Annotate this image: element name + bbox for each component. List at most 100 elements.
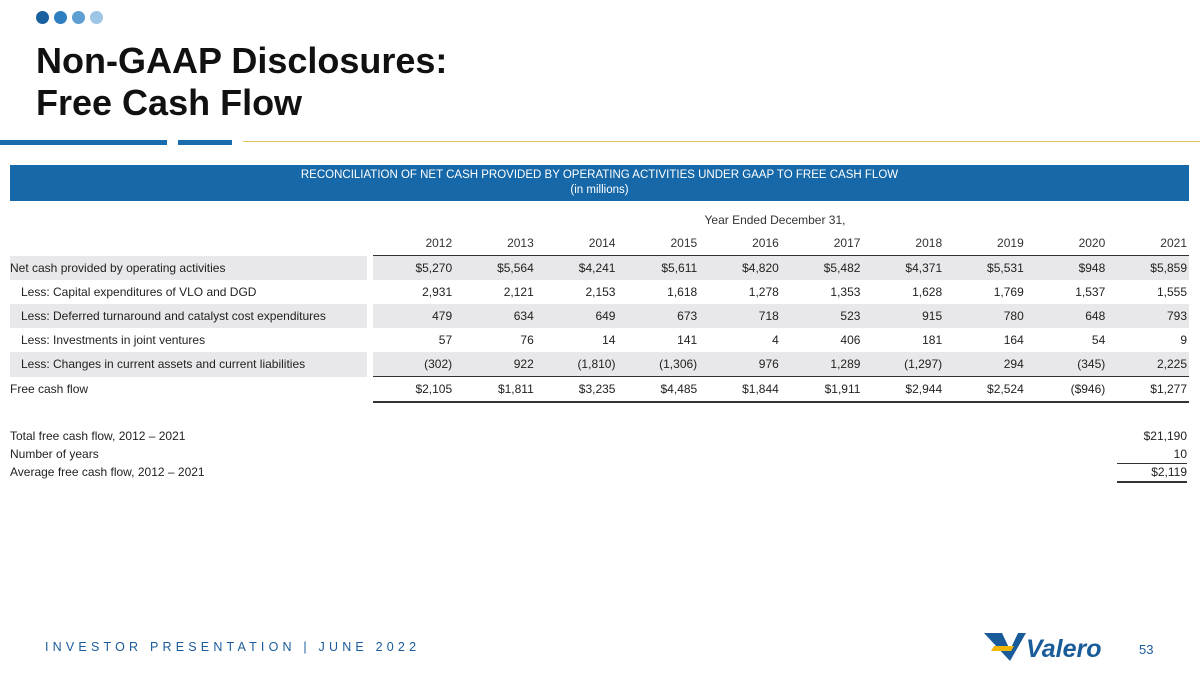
year-group-header: Year Ended December 31, <box>704 213 846 227</box>
cell-value: 718 <box>699 304 781 328</box>
year-header: 2012 <box>372 231 455 256</box>
cell-value: 14 <box>602 333 616 347</box>
cell-value: $2,524 <box>944 376 1026 403</box>
dot-2 <box>54 11 67 24</box>
cell-value: 2,225 <box>1107 352 1189 377</box>
cell-value: 2,153 <box>585 285 616 299</box>
title-line-1: Non-GAAP Disclosures: <box>36 40 448 81</box>
title-rule-blue <box>0 140 167 145</box>
cell-value: $948 <box>1025 255 1108 280</box>
year-header: 2019 <box>944 231 1026 256</box>
cell-value: $5,859 <box>1107 255 1189 280</box>
row-label: Less: Deferred turnaround and catalyst c… <box>10 304 367 328</box>
summary-value: $21,190 <box>1143 429 1187 443</box>
cell-value: 648 <box>1025 304 1108 328</box>
cell-value: $4,820 <box>699 255 781 280</box>
cell-value: 780 <box>944 304 1026 328</box>
cell-value: $2,944 <box>862 376 945 403</box>
cell-value: 1,618 <box>667 285 698 299</box>
cell-value: $1,844 <box>699 376 781 403</box>
year-header-row: 2012 2013 2014 2015 2016 2017 2018 2019 … <box>10 231 1189 256</box>
table-banner: RECONCILIATION OF NET CASH PROVIDED BY O… <box>10 165 1189 201</box>
row-label: Net cash provided by operating activitie… <box>10 255 367 280</box>
summary-label: Number of years <box>10 447 99 461</box>
cell-value: 1,555 <box>1156 285 1187 299</box>
dot-1 <box>36 11 49 24</box>
cell-value: 922 <box>454 352 536 377</box>
summary-value: 10 <box>1117 445 1187 464</box>
cell-value: 915 <box>862 304 945 328</box>
year-header: 2015 <box>617 231 700 256</box>
row-label: Less: Investments in joint ventures <box>21 333 206 347</box>
free-cash-flow-table: 2012 2013 2014 2015 2016 2017 2018 2019 … <box>10 231 1189 403</box>
cell-value: 181 <box>922 333 943 347</box>
year-header: 2018 <box>862 231 945 256</box>
cell-value: (302) <box>372 352 455 377</box>
cell-value: 57 <box>438 333 453 347</box>
summary-block: Total free cash flow, 2012 – 2021 $21,19… <box>10 427 1189 483</box>
cell-value: $1,811 <box>454 376 536 403</box>
cell-value: 649 <box>535 304 618 328</box>
cell-value: 1,769 <box>993 285 1024 299</box>
row-label: Less: Changes in current assets and curr… <box>10 352 367 377</box>
cell-value: 4 <box>772 333 779 347</box>
banner-title: RECONCILIATION OF NET CASH PROVIDED BY O… <box>300 169 899 181</box>
dot-3 <box>72 11 85 24</box>
dot-4 <box>90 11 103 24</box>
summary-row: Number of years 10 <box>10 445 1189 464</box>
table-row: Less: Changes in current assets and curr… <box>10 352 1189 377</box>
cell-value: (1,306) <box>617 352 700 377</box>
cell-value: $3,235 <box>535 376 618 403</box>
total-row: Free cash flow $2,105 $1,811 $3,235 $4,4… <box>10 376 1189 403</box>
title-rule-gold <box>243 141 1200 142</box>
cell-value: $5,564 <box>454 255 536 280</box>
title-rule-blue-short <box>178 140 232 145</box>
summary-value: $2,119 <box>1117 463 1187 483</box>
cell-value: (345) <box>1025 352 1108 377</box>
cell-value: 1,628 <box>912 285 943 299</box>
cell-value: 976 <box>699 352 781 377</box>
year-header: 2021 <box>1107 231 1189 256</box>
page-title: Non-GAAP Disclosures: Free Cash Flow <box>36 40 447 124</box>
cell-value: $5,482 <box>780 255 863 280</box>
year-header: 2013 <box>454 231 536 256</box>
year-header: 2017 <box>780 231 863 256</box>
cell-value: 9 <box>1180 333 1187 347</box>
cell-value: $4,371 <box>862 255 945 280</box>
title-line-2: Free Cash Flow <box>36 82 303 123</box>
page-number: 53 <box>1139 642 1154 657</box>
cell-value: 76 <box>520 333 534 347</box>
cell-value: $5,270 <box>372 255 455 280</box>
cell-value: (1,810) <box>535 352 618 377</box>
cell-value: $1,911 <box>780 376 863 403</box>
valero-v-logo-icon: Valero <box>984 633 1102 663</box>
footer-text: INVESTOR PRESENTATION | JUNE 2022 <box>45 640 421 654</box>
cell-value: 523 <box>780 304 863 328</box>
year-header: 2014 <box>535 231 618 256</box>
cell-value: $4,241 <box>535 255 618 280</box>
table-row: Less: Investments in joint ventures 57 7… <box>10 328 1189 352</box>
cell-value: 634 <box>454 304 536 328</box>
table-row: Less: Deferred turnaround and catalyst c… <box>10 304 1189 328</box>
cell-value: 294 <box>944 352 1026 377</box>
summary-label: Total free cash flow, 2012 – 2021 <box>10 429 186 443</box>
summary-row: Average free cash flow, 2012 – 2021 $2,1… <box>10 463 1189 483</box>
cell-value: $2,105 <box>372 376 455 403</box>
cell-value: $4,485 <box>617 376 700 403</box>
cell-value: 479 <box>372 304 455 328</box>
cell-value: $5,611 <box>617 255 700 280</box>
cell-value: 1,278 <box>748 285 779 299</box>
cell-value: 2,931 <box>422 285 453 299</box>
year-header: 2016 <box>699 231 781 256</box>
cell-value: 164 <box>1003 333 1024 347</box>
cell-value: 54 <box>1091 333 1106 347</box>
decorative-dots <box>36 11 103 24</box>
cell-value: 141 <box>677 333 698 347</box>
cell-value: (1,297) <box>862 352 945 377</box>
cell-value: ($946) <box>1025 376 1108 403</box>
cell-value: 673 <box>617 304 700 328</box>
cell-value: $5,531 <box>944 255 1026 280</box>
cell-value: 406 <box>840 333 861 347</box>
table-row: Less: Capital expenditures of VLO and DG… <box>10 280 1189 304</box>
cell-value: 1,537 <box>1075 285 1106 299</box>
